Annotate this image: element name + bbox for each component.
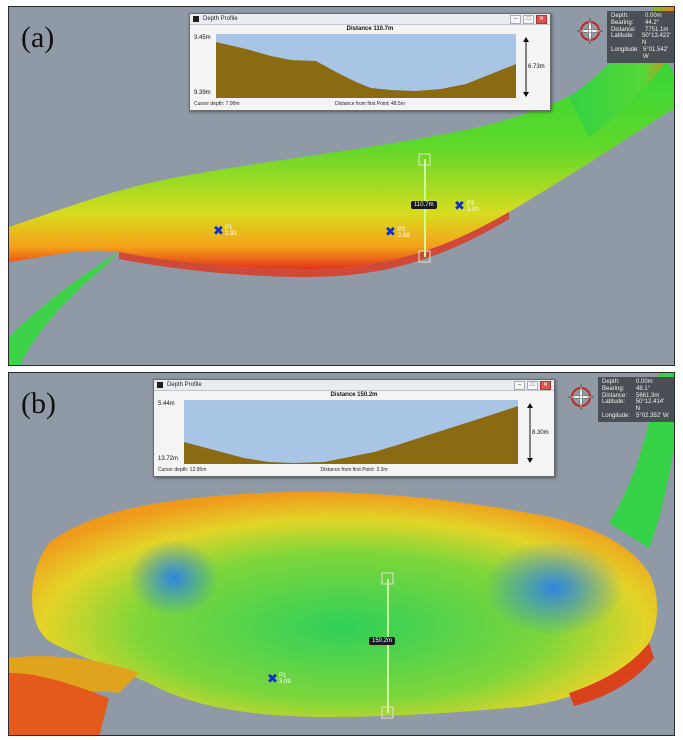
profile-chart <box>216 34 516 98</box>
window-title: Depth Profile <box>167 382 202 388</box>
distance-label: 150.2m <box>369 637 396 645</box>
x-marker-icon[interactable]: ✖ <box>454 199 465 214</box>
compass-rose-icon[interactable] <box>576 17 604 45</box>
maximize-icon[interactable]: □ <box>527 381 538 390</box>
profile-top-depth: 5.44m <box>158 401 175 407</box>
profile-ground <box>184 406 518 464</box>
panel-label: (a) <box>21 21 55 54</box>
readout-distance: 5661.3m <box>636 392 660 399</box>
basin-left-edge <box>9 673 109 735</box>
bathymetry-map-b[interactable]: ✖ <box>9 373 675 736</box>
window-controls: – □ ✕ <box>510 15 547 24</box>
depth-profile-window[interactable]: Depth Profile – □ ✕ Distance 110.7m 3.45… <box>189 13 551 111</box>
cursor-depth: Cursor depth: 12.95m <box>158 467 207 473</box>
marker-label: P3 3.00 <box>467 201 479 213</box>
minimize-icon[interactable]: – <box>510 15 521 24</box>
readout-depth: 0.00m <box>636 379 653 385</box>
readout-bearing: 48.1° <box>636 385 651 392</box>
readout-depth-label: Depth: <box>611 13 629 19</box>
channel-branch <box>9 252 119 365</box>
maximize-icon[interactable]: □ <box>523 15 534 24</box>
readout-latitude: 50°12.414' N <box>635 399 665 413</box>
close-icon[interactable]: ✕ <box>540 381 551 390</box>
readout-latitude-label: Latitude: <box>602 399 626 406</box>
marker-value: 3.00 <box>467 207 479 213</box>
distance-from-first-point: Distance from first Point: 48.5m <box>335 101 405 107</box>
profile-height: 8.30m <box>532 430 549 436</box>
marker-value: 2.92 <box>225 231 237 237</box>
distance-from-first-point: Distance from first Point: 3.3m <box>320 467 388 473</box>
position-readout: Depth: 0.00m Bearing: 48.1° Distance: 5661.… <box>598 377 674 422</box>
channel-main <box>9 47 674 269</box>
app-icon <box>157 382 163 388</box>
window-controls: – □ ✕ <box>514 381 551 390</box>
cursor-depth: Cursor depth: 7.90m <box>194 101 240 107</box>
depth-profile-window[interactable]: Depth Profile – □ ✕ Distance 150.2m 5.44… <box>153 379 555 477</box>
profile-ground <box>216 42 516 98</box>
marker-value: 3.09 <box>279 679 291 685</box>
readout-depth: 0.00m <box>645 13 662 19</box>
profile-top-depth: 3.45m <box>194 35 211 41</box>
readout-longitude: 5°02.352' W <box>636 412 669 419</box>
profile-bottom-depth: 9.39m <box>194 90 211 96</box>
profile-handle-top[interactable] <box>381 572 394 585</box>
profile-chart <box>184 400 518 464</box>
window-titlebar[interactable]: Depth Profile – □ ✕ <box>154 380 554 391</box>
profile-handle-bottom[interactable] <box>381 706 394 719</box>
profile-title: Distance 150.2m <box>330 392 378 398</box>
readout-bearing: 44.2° <box>645 19 660 26</box>
marker-name: P3 <box>467 201 475 207</box>
panel-b: ✖ (b) P1 3.09 150.2m Depth Profile – □ ✕… <box>8 372 675 736</box>
panel-label: (b) <box>21 387 56 420</box>
deep-area-left <box>129 540 219 616</box>
panel-a: ✖ ✖ ✖ (a) P1 2.92 P2 2.88 P3 3.00 110.7m… <box>8 6 675 366</box>
window-title: Depth Profile <box>203 16 238 22</box>
readout-bearing-label: Bearing: <box>611 19 634 26</box>
height-arrow-icon <box>523 37 529 97</box>
close-icon[interactable]: ✕ <box>536 15 547 24</box>
x-marker-icon[interactable]: ✖ <box>213 224 224 239</box>
readout-latitude: 50°13.422' N <box>642 33 671 47</box>
readout-longitude-label: Longitude: <box>611 46 640 53</box>
window-titlebar[interactable]: Depth Profile – □ ✕ <box>190 14 550 25</box>
readout-bearing-label: Bearing: <box>602 385 625 392</box>
marker-label: P1 3.09 <box>279 673 291 685</box>
readout-distance-label: Distance: <box>611 26 637 33</box>
marker-name: P1 <box>279 673 287 679</box>
x-marker-icon[interactable]: ✖ <box>267 672 278 687</box>
readout-longitude-label: Longitude: <box>602 412 631 419</box>
profile-handle-bottom[interactable] <box>418 250 431 263</box>
profile-bottom-depth: 13.72m <box>158 456 179 462</box>
minimize-icon[interactable]: – <box>514 381 525 390</box>
profile-handle-top[interactable] <box>418 153 431 166</box>
readout-distance: 7751.1m <box>645 26 669 33</box>
readout-longitude: 5°01.542' W <box>642 46 669 60</box>
channel-edge <box>119 212 509 277</box>
x-marker-icon[interactable]: ✖ <box>385 225 396 240</box>
profile-title: Distance 110.7m <box>346 26 394 32</box>
marker-label: P2 2.88 <box>398 227 410 239</box>
compass-rose-icon[interactable] <box>567 383 595 411</box>
readout-depth-label: Depth: <box>602 379 620 385</box>
deep-area-right <box>484 540 624 636</box>
distance-label: 110.7m <box>411 201 437 209</box>
height-arrow-icon <box>527 403 533 463</box>
marker-name: P1 <box>225 225 233 231</box>
readout-distance-label: Distance: <box>602 392 628 399</box>
basin-edge-right <box>569 643 654 706</box>
marker-label: P1 2.92 <box>225 225 237 237</box>
readout-latitude-label: Latitude: <box>611 33 635 40</box>
profile-height: 6.73m <box>528 64 545 70</box>
marker-name: P2 <box>398 227 406 233</box>
app-icon <box>193 16 199 22</box>
marker-value: 2.88 <box>398 233 410 239</box>
position-readout: Depth: 0.00m Bearing: 44.2° Distance: 7751.… <box>607 11 674 63</box>
